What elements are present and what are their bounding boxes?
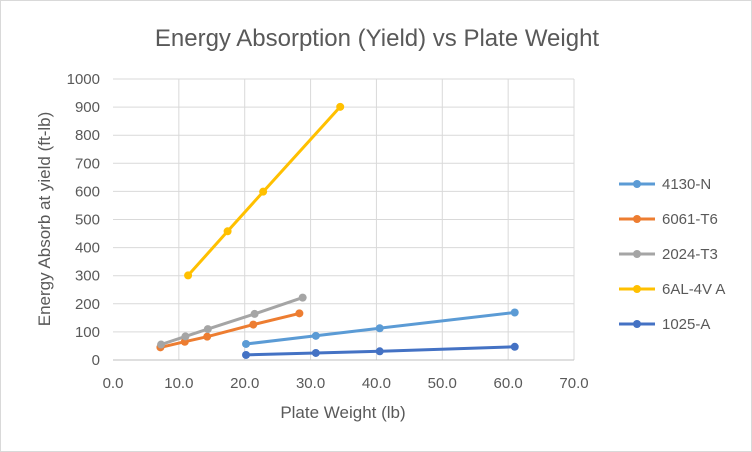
- series-6al-4v-a: [184, 102, 345, 280]
- legend-label: 2024-T3: [662, 246, 718, 263]
- legend-label: 6061-T6: [662, 211, 718, 228]
- x-tick-label: 60.0: [494, 375, 523, 392]
- legend-marker: [633, 215, 641, 223]
- legend-item-1025-a: 1025-A: [619, 316, 710, 333]
- data-point-2024-t3: [181, 332, 190, 341]
- y-tick-label: 500: [75, 212, 100, 229]
- y-tick-label: 100: [75, 324, 100, 341]
- legend-label: 6AL-4V A: [662, 281, 725, 298]
- legend-item-6061-t6: 6061-T6: [619, 211, 718, 228]
- y-tick-label: 600: [75, 183, 100, 200]
- data-point-4130-n: [375, 324, 384, 333]
- x-axis-title: Plate Weight (lb): [280, 403, 405, 422]
- data-point-4130-n: [510, 308, 519, 317]
- data-point-6al-4v-a: [259, 187, 268, 196]
- legend: 4130-N 6061-T6 2024-T3 6AL-4V A 1025-A: [619, 176, 725, 333]
- data-point-1025-a: [510, 342, 519, 351]
- series-2024-t3: [157, 293, 307, 349]
- y-tick-label: 300: [75, 268, 100, 285]
- x-tick-label: 40.0: [362, 375, 391, 392]
- series-line-6al-4v-a: [186, 105, 342, 277]
- series-4130-n: [242, 308, 519, 348]
- legend-item-4130-n: 4130-N: [619, 176, 711, 193]
- series-line-1025-a: [245, 345, 515, 357]
- legend-marker: [633, 320, 641, 328]
- x-tick-label: 70.0: [559, 375, 588, 392]
- legend-marker: [633, 250, 641, 258]
- data-point-4130-n: [242, 339, 251, 348]
- y-axis-title: Energy Absorb at yield (ft-lb): [35, 112, 54, 326]
- data-point-2024-t3: [298, 293, 307, 302]
- y-tick-label: 0: [92, 352, 100, 369]
- x-tick-label: 20.0: [230, 375, 259, 392]
- x-tick-label: 50.0: [428, 375, 457, 392]
- chart-title: Energy Absorption (Yield) vs Plate Weigh…: [155, 25, 600, 52]
- data-point-2024-t3: [250, 309, 259, 318]
- data-point-2024-t3: [203, 325, 212, 334]
- data-point-6061-t6: [249, 320, 258, 329]
- data-point-6al-4v-a: [223, 227, 232, 236]
- legend-label: 1025-A: [662, 316, 710, 333]
- legend-marker: [633, 180, 641, 188]
- data-point-4130-n: [311, 331, 320, 340]
- data-point-6al-4v-a: [336, 102, 345, 111]
- data-point-6061-t6: [203, 332, 212, 341]
- y-tick-label: 200: [75, 296, 100, 313]
- data-point-6al-4v-a: [184, 271, 193, 280]
- y-tick-label: 700: [75, 155, 100, 172]
- data-point-1025-a: [375, 347, 384, 356]
- y-tick-label: 800: [75, 127, 100, 144]
- x-tick-label: 10.0: [164, 375, 193, 392]
- data-point-2024-t3: [157, 340, 166, 349]
- series-lines: [156, 102, 519, 359]
- series-1025-a: [242, 342, 519, 359]
- x-tick-label: 0.0: [103, 375, 124, 392]
- data-point-1025-a: [311, 348, 320, 357]
- gridlines: [113, 78, 575, 360]
- y-tick-label: 1000: [67, 71, 100, 88]
- y-tick-labels: 0 100 200 300 400 500 600 700 800 900 1000: [67, 71, 100, 369]
- data-point-1025-a: [242, 350, 251, 359]
- x-tick-label: 30.0: [296, 375, 325, 392]
- y-tick-label: 900: [75, 99, 100, 116]
- legend-item-6al-4v-a: 6AL-4V A: [619, 281, 725, 298]
- legend-item-2024-t3: 2024-T3: [619, 246, 718, 263]
- legend-marker: [633, 285, 641, 293]
- x-tick-labels: 0.0 10.0 20.0 30.0 40.0 50.0 60.0 70.0: [103, 375, 589, 392]
- y-tick-label: 400: [75, 240, 100, 257]
- data-point-6061-t6: [295, 309, 304, 318]
- legend-label: 4130-N: [662, 176, 711, 193]
- series-line-4130-n: [245, 311, 515, 346]
